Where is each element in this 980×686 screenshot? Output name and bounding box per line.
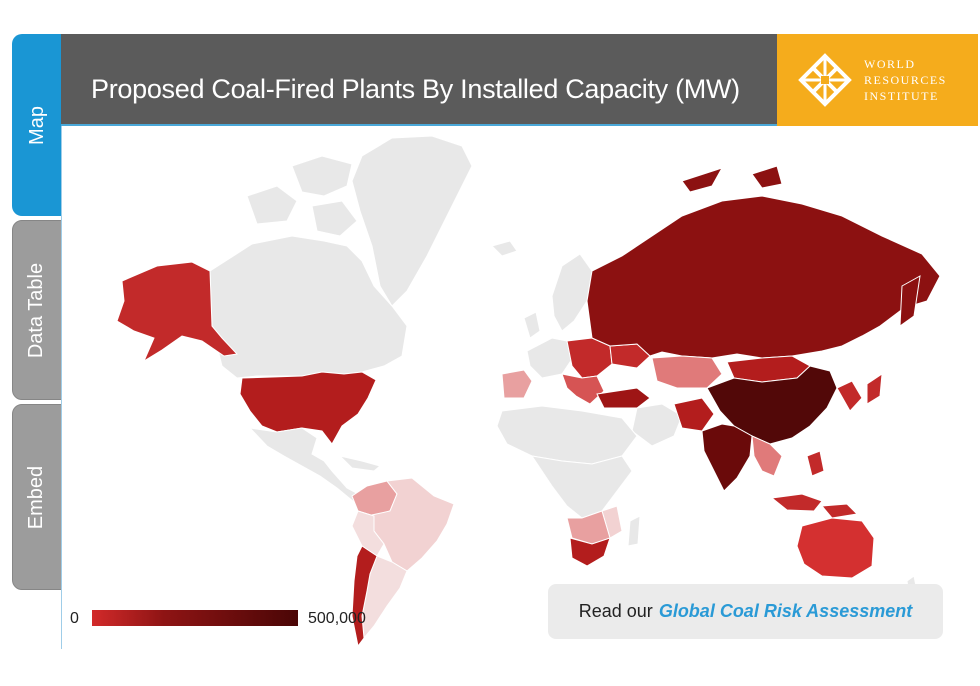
madagascar-shape [627, 515, 641, 547]
uk-shape [523, 311, 541, 339]
japan-shape [836, 373, 883, 412]
canada-shape [209, 235, 408, 379]
header-bar: Proposed Coal-Fired Plants By Installed … [61, 34, 778, 126]
greenland-shape [351, 135, 473, 307]
russia-shape [586, 195, 941, 359]
pakistan-shape [673, 397, 715, 432]
caribbean-shape [338, 455, 382, 472]
iceland-shape [491, 240, 518, 257]
kamchatka-shape [899, 275, 921, 328]
world-map[interactable] [62, 126, 978, 649]
wri-line-1: WORLD [864, 57, 916, 71]
map-legend: 0 500,000 [70, 606, 390, 630]
tab-map[interactable]: Map [12, 34, 62, 216]
wri-line-2: RESOURCES [864, 73, 947, 87]
alaska-shape [116, 261, 239, 363]
map-widget: Map Data Table Embed Proposed Coal-Fired… [10, 34, 978, 649]
legend-color-scale [92, 610, 298, 626]
mexico-shape [248, 427, 363, 503]
tab-data-table-label: Data Table [25, 262, 48, 358]
map-title: Proposed Coal-Fired Plants By Installed … [91, 74, 740, 104]
tab-embed-label: Embed [25, 465, 48, 529]
russia-islands-shape [681, 165, 783, 193]
peru-shape [351, 510, 385, 557]
tab-map-label: Map [25, 105, 48, 145]
iberia-shape [501, 369, 533, 399]
kazakhstan-shape [651, 355, 723, 389]
turkey-shape [596, 387, 651, 409]
legend-max-label: 500,000 [308, 610, 366, 627]
central-africa-shape [530, 455, 633, 519]
cta-link[interactable]: Global Coal Risk Assessment [658, 601, 913, 621]
arctic-islands-shape [246, 155, 358, 237]
usa-shape [239, 371, 377, 445]
balkans-shape [561, 373, 605, 405]
scandinavia-shape [551, 253, 593, 332]
map-area[interactable]: 0 500,000 Read our Global Coal Risk Asse… [61, 126, 978, 649]
australia-shape [796, 517, 875, 579]
tab-data-table[interactable]: Data Table [12, 220, 62, 400]
wri-line-3: INSTITUTE [864, 89, 939, 103]
north-africa-shape [496, 405, 638, 465]
india-shape [701, 423, 753, 492]
global-coal-risk-link-box[interactable]: Read our Global Coal Risk Assessment [548, 584, 943, 639]
western-europe-shape [526, 337, 575, 379]
southeast-asia-shape [751, 435, 783, 477]
chile-shape [351, 545, 378, 648]
south-africa-shape [569, 537, 611, 567]
cta-prefix: Read our [578, 601, 653, 621]
wri-logo-icon [798, 53, 852, 107]
legend-min-label: 0 [70, 610, 79, 627]
middle-east-shape [631, 403, 683, 447]
indonesia-shape [770, 450, 859, 519]
wri-brand[interactable]: WORLD RESOURCES INSTITUTE [777, 34, 978, 126]
wri-wordmark: WORLD RESOURCES INSTITUTE [864, 56, 947, 104]
tab-embed[interactable]: Embed [12, 404, 62, 590]
view-tabs: Map Data Table Embed [12, 34, 62, 594]
